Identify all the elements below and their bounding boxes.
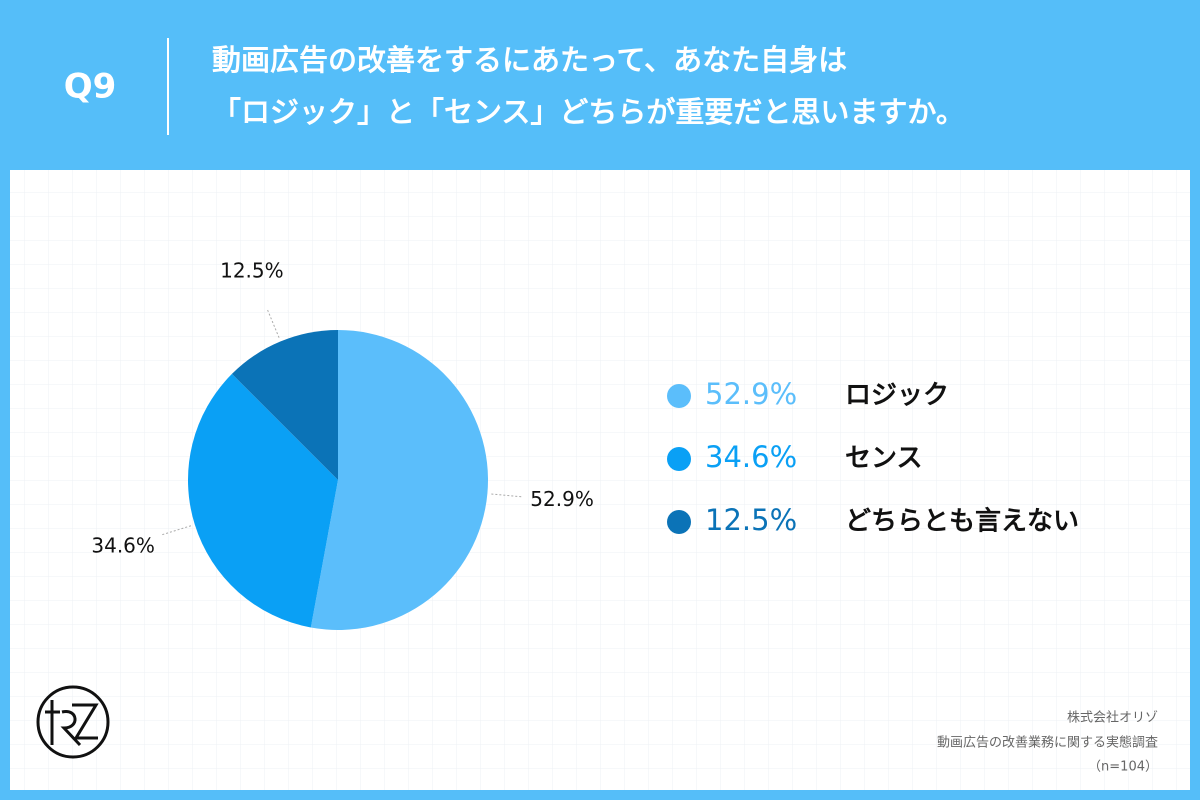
legend-value: 12.5% — [705, 503, 797, 537]
legend-label: センス — [845, 444, 922, 474]
pie-slice — [188, 373, 338, 628]
legend-label: ロジック — [845, 381, 949, 411]
legend-label: どちらとも言えない — [845, 507, 1079, 537]
source-line: 動画広告の改善業務に関する実態調査 — [937, 735, 1158, 751]
leader-line — [491, 493, 524, 498]
data-label: 52.9% — [530, 487, 594, 511]
legend-value: 52.9% — [705, 377, 797, 411]
source-line: （n=104） — [1088, 760, 1158, 775]
data-label: 34.6% — [91, 533, 155, 557]
source-line: 株式会社オリゾ — [1067, 710, 1158, 726]
leader-line — [266, 307, 280, 338]
legend-swatch — [667, 447, 691, 471]
title-line: 動画広告の改善をするにあたって、あなた自身は — [212, 43, 847, 77]
data-label: 12.5% — [220, 259, 284, 283]
panel-grid — [10, 170, 1190, 790]
pie-slice — [310, 330, 488, 630]
leader-line — [160, 525, 192, 536]
legend-swatch — [667, 510, 691, 534]
legend-swatch — [667, 384, 691, 408]
title-line: 「ロジック」と「センス」どちらが重要だと思いますか。 — [212, 95, 965, 129]
legend-value: 34.6% — [705, 440, 797, 474]
question-number: Q9 — [64, 67, 117, 107]
pie-slice — [231, 330, 338, 480]
logo — [36, 685, 110, 759]
